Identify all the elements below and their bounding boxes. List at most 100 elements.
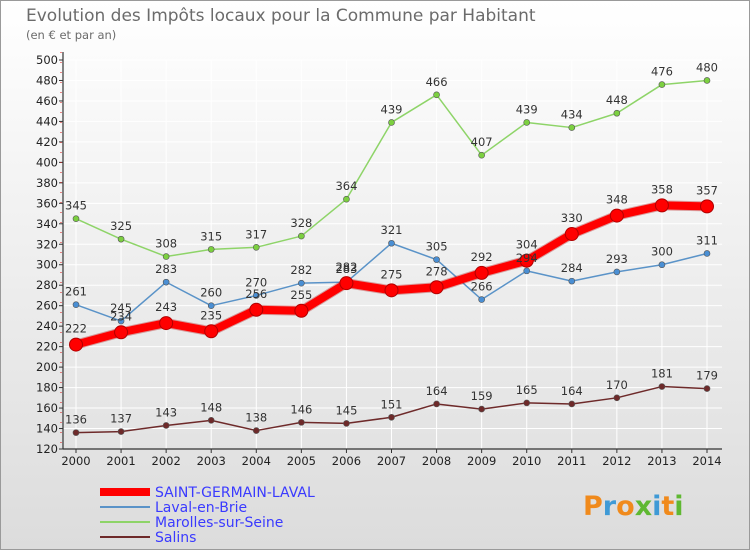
x-tick-label: 2007 [377,454,406,468]
x-tick-label: 2001 [106,454,135,468]
data-point [703,385,711,392]
data-point [654,198,669,213]
x-tick-label: 2014 [692,454,721,468]
brand-letter: i [674,491,683,522]
y-tick-label: 120 [36,442,58,456]
data-label: 348 [606,193,628,207]
data-label: 145 [335,403,357,417]
data-point [568,277,576,285]
data-label: 164 [426,384,448,398]
x-tick-label: 2008 [422,454,451,468]
data-label: 151 [381,397,403,411]
x-tick-label: 2004 [242,454,271,468]
data-label: 256 [245,287,267,301]
x-tick-label: 2010 [512,454,541,468]
data-label: 245 [110,301,132,315]
brand-letter: i [652,491,661,522]
data-label: 136 [65,413,87,427]
x-tick-label: 2002 [152,454,181,468]
x-tick-label: 2006 [332,454,361,468]
data-label: 255 [290,288,312,302]
data-point [658,81,666,88]
legend-label: SAINT-GERMAIN-LAVAL [155,485,315,501]
data-point [162,422,170,429]
data-label: 282 [290,263,312,277]
data-label: 235 [200,308,222,322]
series-lines [69,77,714,436]
data-label: 282 [335,260,357,274]
data-label: 266 [471,280,493,294]
data-label: 321 [381,223,403,237]
data-label: 292 [471,250,493,264]
data-label: 270 [245,275,267,289]
data-point [339,276,354,291]
data-label: 284 [561,261,583,275]
y-tick-label: 140 [36,422,58,436]
data-label: 304 [516,238,538,252]
y-tick-label: 260 [36,299,58,313]
data-point [298,419,305,426]
legend-label: Salins [155,530,196,546]
axes: 120 140 160 180 200 220 240 260 280 300 320 340 360 3… [36,52,722,468]
data-point [433,91,440,99]
data-label: 293 [606,252,628,266]
data-label: 137 [110,412,132,426]
y-tick-label: 460 [36,94,58,108]
brand-letter: o [616,491,635,522]
data-label: 146 [290,402,312,416]
y-tick-label: 500 [36,53,58,67]
chart-subtitle: (en € et par an) [26,28,116,42]
data-point [700,199,714,214]
data-point [568,124,576,131]
data-point [474,265,489,280]
data-point [117,235,125,243]
data-label: 275 [381,267,403,281]
data-point [609,208,624,223]
data-point [294,303,309,318]
legend-label: Laval-en-Brie [155,500,247,516]
data-label: 345 [65,199,87,213]
data-point [613,394,621,402]
y-tick-label: 160 [36,401,58,415]
data-point [478,151,485,159]
y-tick-label: 220 [36,340,58,354]
data-label: 165 [516,383,538,397]
data-point [159,316,174,331]
data-point [384,283,399,298]
data-label: 234 [110,309,132,323]
data-point [72,429,80,436]
data-point [207,246,215,253]
data-point [207,417,215,424]
data-label: 222 [65,322,87,336]
chart-title: Evolution des Impôts locaux pour la Comm… [26,6,536,26]
data-label: 138 [245,411,267,425]
y-tick-label: 360 [36,196,58,210]
y-tick-label: 200 [36,360,58,374]
data-label: 283 [155,262,177,276]
data-label: 261 [65,285,87,299]
data-label: 170 [606,378,628,392]
data-label: 179 [696,369,718,383]
brand-letter: P [583,491,603,522]
x-tick-label: 2011 [557,454,586,468]
data-point [433,256,440,263]
data-label: 328 [290,216,312,230]
data-point [429,280,444,295]
data-point [162,253,170,260]
data-label: 315 [200,229,222,243]
data-point [478,296,485,303]
data-label: 143 [155,405,177,419]
data-label: 325 [110,219,132,233]
data-point [343,420,350,427]
data-label: 260 [200,286,222,300]
data-point [658,261,666,269]
y-tick-label: 240 [36,319,58,333]
data-point [613,109,621,117]
data-point [388,239,395,247]
data-point [298,279,305,287]
data-point [252,427,260,434]
data-label: 448 [606,93,628,107]
